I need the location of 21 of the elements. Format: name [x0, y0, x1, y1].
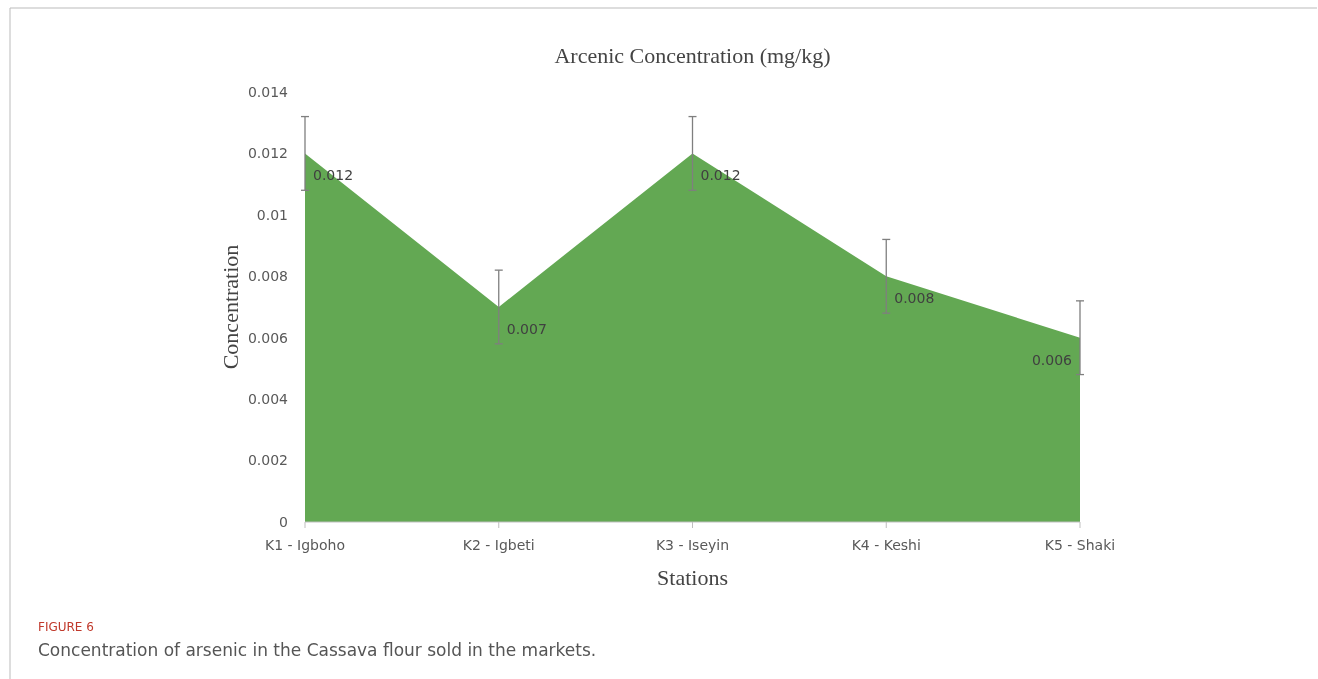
x-tick-label: K5 - Shaki: [1044, 537, 1116, 553]
x-tick-label: K3 - Iseyin: [655, 537, 730, 553]
caption: FIGURE 6: [38, 620, 94, 634]
y-tick-label: 0.004: [247, 391, 289, 408]
x-axis-title: Stations: [657, 565, 728, 590]
y-tick-label: 0.008: [247, 268, 288, 285]
data-label: 0.008: [894, 290, 935, 307]
y-tick-label: 0: [279, 513, 288, 530]
x-tick-label: K4 - Keshi: [851, 537, 921, 553]
y-tick-label: 0.006: [247, 329, 289, 346]
chart-title: Arcenic Concentration (mg/kg): [554, 43, 831, 68]
y-tick-label: 0.01: [256, 206, 288, 223]
x-tick-label: K2 - Igbeti: [462, 537, 535, 553]
data-label: 0.006: [1031, 351, 1073, 368]
x-tick-label: K1 - Igboho: [265, 537, 345, 553]
y-tick-label: 0.012: [247, 145, 288, 162]
y-axis-title: Concentration: [218, 244, 243, 370]
data-label: 0.007: [506, 320, 547, 337]
y-tick-label: 0.002: [247, 452, 288, 469]
text: Concentration of arsenic in the Cassava flour sold in the markets.: [38, 640, 597, 660]
y-tick-label: 0.014: [247, 83, 289, 100]
